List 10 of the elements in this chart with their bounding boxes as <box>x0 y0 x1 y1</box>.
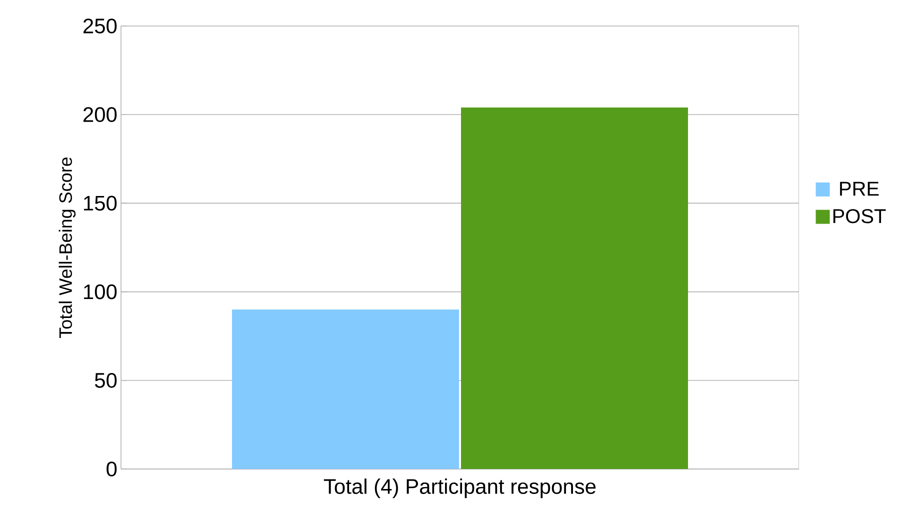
y-tick-label: 0 <box>106 462 117 476</box>
y-tick-label: 100 <box>84 284 117 300</box>
y-tick-label: 200 <box>83 107 117 122</box>
legend-label: PRE <box>840 182 879 196</box>
y-tick-label: 50 <box>94 372 117 388</box>
y-tick-label: 150 <box>84 196 117 211</box>
y-axis-title: Total Well-Being Score <box>58 157 76 338</box>
legend-label: POST <box>833 209 886 224</box>
y-tick-label: 250 <box>83 18 117 34</box>
x-tick-label: Total (4) Participant response <box>324 478 596 498</box>
